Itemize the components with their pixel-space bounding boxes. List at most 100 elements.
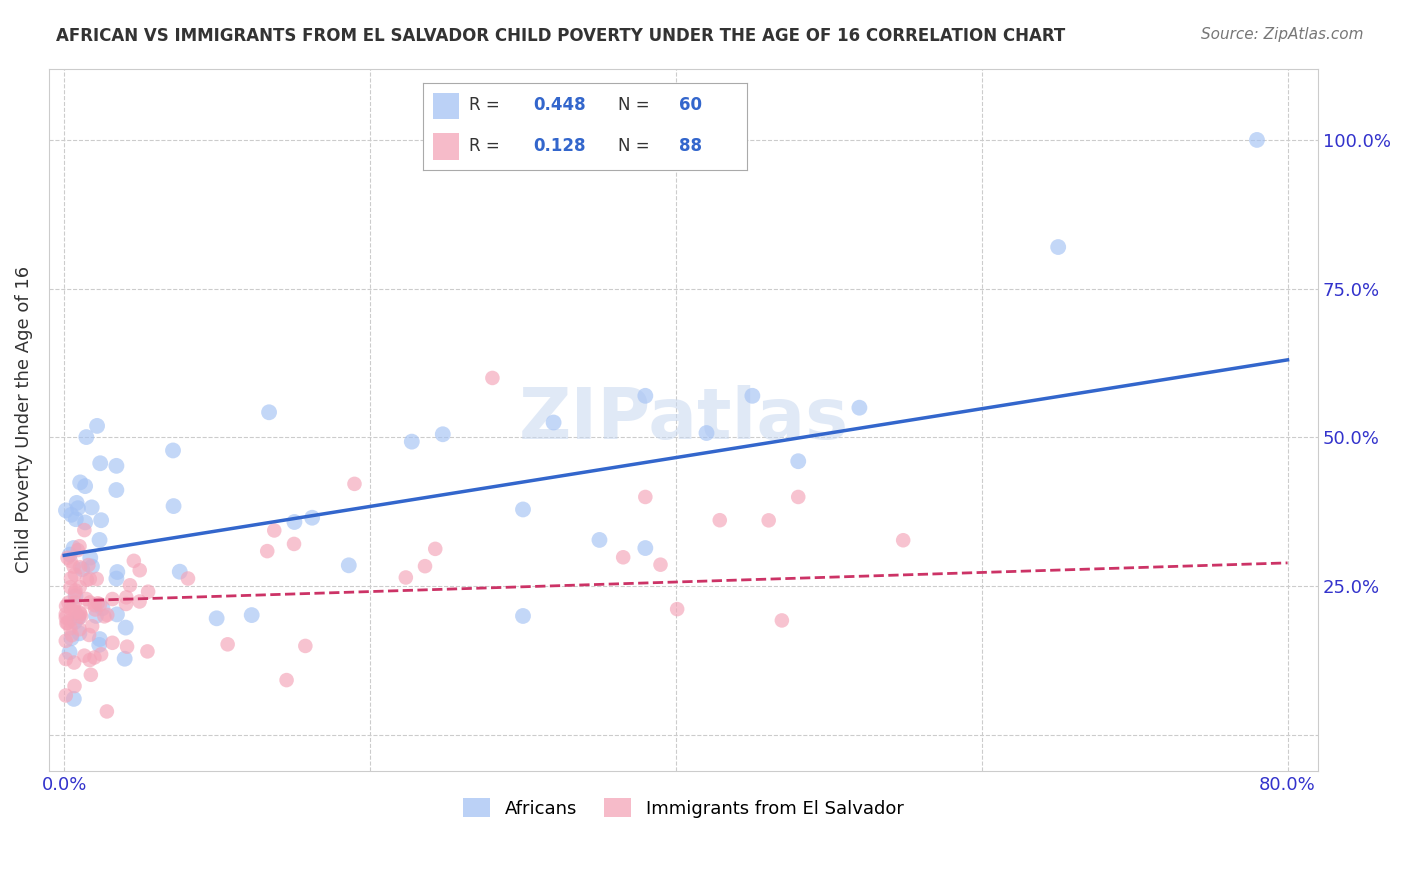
- Text: ZIPatlas: ZIPatlas: [519, 385, 849, 454]
- Point: [512, 502, 534, 516]
- Point: [634, 389, 657, 403]
- Point: [55, 689, 77, 703]
- Point: [588, 533, 610, 547]
- Point: [413, 559, 436, 574]
- Point: [76, 573, 98, 587]
- Point: [56, 615, 79, 630]
- Point: [1047, 240, 1070, 254]
- Point: [848, 401, 870, 415]
- Point: [263, 524, 285, 538]
- Point: [276, 673, 298, 687]
- Point: [118, 578, 141, 592]
- Point: [87, 596, 110, 610]
- Point: [93, 609, 115, 624]
- Point: [65, 512, 87, 526]
- Point: [63, 692, 86, 706]
- Point: [69, 580, 91, 594]
- Point: [115, 597, 138, 611]
- Point: [177, 572, 200, 586]
- Point: [101, 636, 124, 650]
- Point: [59, 601, 82, 615]
- Point: [395, 570, 418, 584]
- Point: [217, 637, 239, 651]
- Point: [62, 541, 84, 555]
- Point: [65, 605, 87, 619]
- Point: [89, 632, 111, 646]
- Text: Source: ZipAtlas.com: Source: ZipAtlas.com: [1201, 27, 1364, 42]
- Point: [84, 609, 107, 624]
- Point: [63, 596, 86, 610]
- Point: [891, 533, 914, 548]
- Point: [69, 475, 91, 490]
- Point: [481, 371, 503, 385]
- Point: [59, 571, 82, 585]
- Point: [72, 562, 94, 576]
- Point: [105, 572, 128, 586]
- Point: [90, 648, 112, 662]
- Point: [79, 653, 101, 667]
- Point: [105, 483, 128, 497]
- Point: [666, 602, 689, 616]
- Point: [69, 560, 91, 574]
- Point: [650, 558, 672, 572]
- Point: [169, 565, 191, 579]
- Point: [79, 572, 101, 586]
- Point: [301, 510, 323, 524]
- Point: [337, 558, 360, 573]
- Point: [205, 611, 228, 625]
- Point: [543, 416, 565, 430]
- Point: [59, 614, 82, 628]
- Point: [59, 580, 82, 594]
- Point: [634, 541, 657, 555]
- Point: [77, 628, 100, 642]
- Point: [283, 515, 305, 529]
- Point: [55, 503, 77, 517]
- Point: [55, 633, 77, 648]
- Point: [128, 563, 150, 577]
- Point: [758, 513, 780, 527]
- Point: [63, 585, 86, 599]
- Point: [69, 539, 91, 553]
- Point: [66, 543, 89, 558]
- Point: [89, 598, 111, 612]
- Point: [65, 589, 87, 603]
- Point: [401, 434, 423, 449]
- Point: [79, 550, 101, 565]
- Point: [96, 607, 118, 622]
- Point: [65, 583, 87, 598]
- Point: [136, 584, 159, 599]
- Point: [787, 490, 810, 504]
- Point: [63, 567, 86, 582]
- Point: [114, 651, 136, 665]
- Point: [84, 602, 107, 616]
- Point: [122, 554, 145, 568]
- Point: [75, 479, 97, 493]
- Point: [77, 558, 100, 573]
- Point: [55, 652, 77, 666]
- Point: [695, 425, 717, 440]
- Point: [67, 609, 90, 624]
- Point: [770, 614, 793, 628]
- Point: [634, 490, 657, 504]
- Point: [90, 513, 112, 527]
- Point: [89, 456, 111, 470]
- Point: [89, 638, 111, 652]
- Point: [162, 499, 184, 513]
- Legend: Africans, Immigrants from El Salvador: Africans, Immigrants from El Salvador: [456, 791, 911, 825]
- Point: [62, 599, 84, 614]
- Point: [80, 667, 103, 681]
- Point: [101, 592, 124, 607]
- Point: [75, 430, 97, 444]
- Point: [60, 628, 83, 642]
- Point: [294, 639, 316, 653]
- Point: [86, 418, 108, 433]
- Point: [105, 565, 128, 579]
- Point: [66, 501, 89, 516]
- Point: [82, 619, 104, 633]
- Point: [69, 622, 91, 636]
- Point: [58, 645, 80, 659]
- Point: [55, 599, 77, 613]
- Point: [114, 621, 136, 635]
- Point: [105, 458, 128, 473]
- Point: [89, 533, 111, 547]
